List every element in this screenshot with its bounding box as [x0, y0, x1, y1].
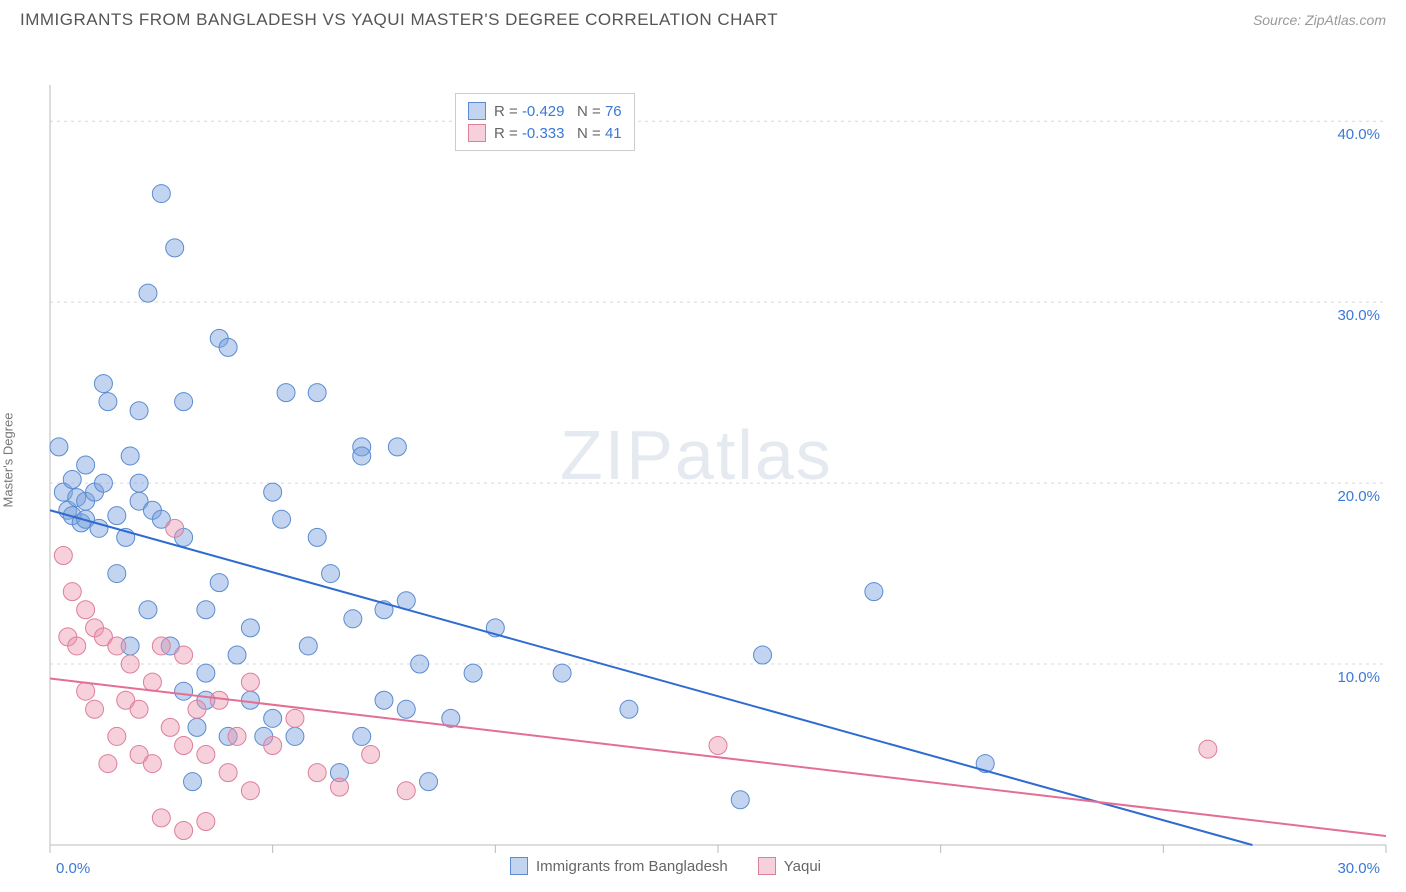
legend-swatch: [468, 102, 486, 120]
chart-title: IMMIGRANTS FROM BANGLADESH VS YAQUI MAST…: [20, 10, 778, 30]
source-label: Source: ZipAtlas.com: [1253, 12, 1386, 28]
scatter-plot: 10.0% 20.0% 30.0% 40.0% 0.0% 30.0%: [0, 35, 1406, 885]
svg-text:10.0%: 10.0%: [1337, 669, 1380, 686]
series-legend: Immigrants from Bangladesh Yaqui: [510, 857, 821, 875]
legend-series-label: Immigrants from Bangladesh: [536, 858, 728, 875]
legend-swatch: [510, 857, 528, 875]
legend-stat: R = -0.429 N = 76: [494, 103, 622, 120]
legend-stat: R = -0.333 N = 41: [494, 125, 622, 142]
svg-text:30.0%: 30.0%: [1337, 860, 1380, 877]
legend-swatch: [758, 857, 776, 875]
svg-text:0.0%: 0.0%: [56, 860, 90, 877]
y-axis-label: Master's Degree: [1, 413, 16, 508]
svg-text:40.0%: 40.0%: [1337, 126, 1380, 143]
stats-legend: R = -0.429 N = 76 R = -0.333 N = 41: [455, 93, 635, 151]
svg-text:20.0%: 20.0%: [1337, 488, 1380, 505]
legend-swatch: [468, 124, 486, 142]
svg-text:30.0%: 30.0%: [1337, 307, 1380, 324]
chart-area: Master's Degree 10.0% 20.0% 30.0% 40.0% 0.0%…: [0, 35, 1406, 885]
legend-series-label: Yaqui: [784, 858, 821, 875]
